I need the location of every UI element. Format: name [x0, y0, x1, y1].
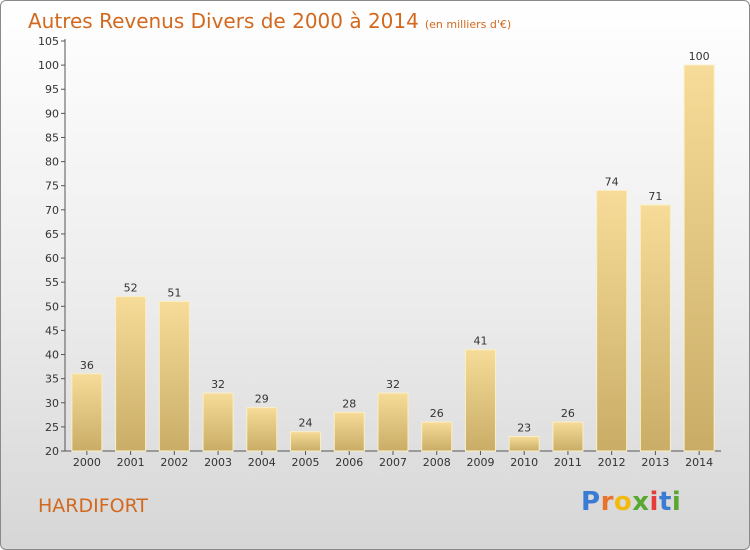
- bar: [552, 421, 584, 452]
- bar: [683, 64, 715, 452]
- data-label: 52: [124, 282, 138, 295]
- y-tick-label: 20: [45, 445, 59, 458]
- data-label: 100: [689, 50, 710, 63]
- x-tick-label: 2006: [335, 456, 363, 469]
- data-label: 29: [255, 393, 269, 406]
- bar: [115, 296, 147, 452]
- data-label: 23: [517, 422, 531, 435]
- x-tick-label: 2013: [641, 456, 669, 469]
- bar: [596, 190, 628, 452]
- proxiti-logo: Proxiti: [581, 487, 681, 517]
- x-tick-label: 2004: [248, 456, 276, 469]
- data-label: 26: [561, 407, 575, 420]
- x-tick-label: 2005: [292, 456, 320, 469]
- bar: [639, 204, 671, 452]
- logo-letter: t: [658, 487, 672, 517]
- bar: [158, 300, 190, 452]
- data-label: 26: [430, 407, 444, 420]
- y-tick-label: 80: [45, 156, 59, 169]
- y-tick-label: 55: [45, 276, 59, 289]
- bar: [508, 436, 540, 452]
- x-tick-label: 2003: [204, 456, 232, 469]
- y-tick-label: 40: [45, 349, 59, 362]
- logo-letter: o: [613, 487, 633, 517]
- y-tick-label: 35: [45, 373, 59, 386]
- logo-letter: i: [671, 487, 682, 517]
- data-label: 28: [342, 397, 356, 410]
- bar: [464, 349, 496, 452]
- y-tick-label: 60: [45, 252, 59, 265]
- y-tick-label: 75: [45, 180, 59, 193]
- y-tick-label: 85: [45, 131, 59, 144]
- data-label: 71: [648, 190, 662, 203]
- y-tick-label: 65: [45, 228, 59, 241]
- bar: [71, 373, 103, 452]
- logo-letter: r: [600, 487, 614, 517]
- x-tick-label: 2000: [73, 456, 101, 469]
- y-tick-label: 25: [45, 421, 59, 434]
- title-unit: (en milliers d'€): [424, 18, 512, 31]
- x-tick-label: 2010: [510, 456, 538, 469]
- x-tick-label: 2002: [160, 456, 188, 469]
- x-tick-label: 2014: [685, 456, 713, 469]
- logo-letter: P: [581, 487, 601, 517]
- y-tick-label: 100: [38, 59, 59, 72]
- x-tick-label: 2011: [554, 456, 582, 469]
- logo-letter: i: [649, 487, 659, 517]
- y-tick-label: 95: [45, 83, 59, 96]
- logo-letter: x: [632, 487, 650, 517]
- data-label: 32: [211, 378, 225, 391]
- y-tick-label: 70: [45, 204, 59, 217]
- y-tick-label: 30: [45, 397, 59, 410]
- y-tick-label: 105: [38, 35, 59, 48]
- data-label: 51: [167, 286, 181, 299]
- location-label: HARDIFORT: [38, 495, 149, 517]
- data-label: 36: [80, 359, 94, 372]
- x-tick-label: 2009: [466, 456, 494, 469]
- x-tick-label: 2007: [379, 456, 407, 469]
- y-tick-label: 50: [45, 300, 59, 313]
- x-tick-label: 2001: [117, 456, 145, 469]
- bar: [290, 431, 322, 452]
- bar: [202, 392, 234, 452]
- y-tick-label: 45: [45, 324, 59, 337]
- bar: [421, 421, 453, 452]
- data-label: 41: [473, 335, 487, 348]
- bar: [333, 411, 365, 452]
- chart-title: Autres Revenus Divers de 2000 à 2014 (en …: [28, 9, 511, 33]
- bar: [377, 392, 409, 452]
- data-label: 74: [605, 176, 619, 189]
- data-label: 24: [299, 417, 313, 430]
- y-tick-label: 90: [45, 107, 59, 120]
- data-label: 32: [386, 378, 400, 391]
- bar: [246, 407, 278, 452]
- x-tick-label: 2008: [423, 456, 451, 469]
- x-tick-label: 2012: [598, 456, 626, 469]
- title-text: Autres Revenus Divers de 2000 à 2014: [28, 9, 419, 33]
